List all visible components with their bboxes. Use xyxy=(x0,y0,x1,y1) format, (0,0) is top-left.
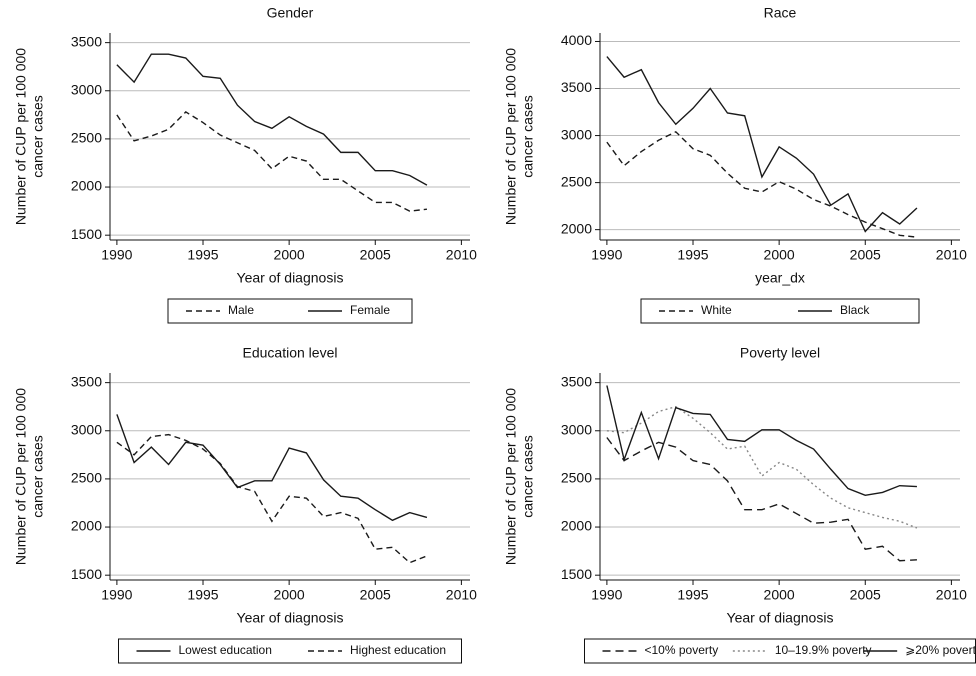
y-axis-label: cancer cases xyxy=(520,435,536,517)
x-tick-label: 2000 xyxy=(764,247,795,263)
chart-title: Race xyxy=(764,5,797,21)
x-tick-label: 2000 xyxy=(274,587,305,603)
panel: Education level 1500 2000 2500 3000 3500 1990 1… xyxy=(13,345,477,664)
y-tick-label: 3000 xyxy=(71,421,102,437)
legend-label: <10% poverty xyxy=(645,643,719,657)
y-tick-label: 3000 xyxy=(561,126,592,142)
legend-label: ⩾20% poverty xyxy=(905,643,976,657)
x-tick-label: 1990 xyxy=(591,587,622,603)
x-axis-label: Year of diagnosis xyxy=(237,270,344,286)
y-tick-label: 2000 xyxy=(561,518,592,534)
series-line xyxy=(606,385,917,496)
chart-title: Education level xyxy=(243,345,338,361)
series-line xyxy=(606,130,918,238)
legend-label: Female xyxy=(350,303,390,317)
series-line xyxy=(606,56,918,233)
x-tick-label: 2005 xyxy=(850,247,881,263)
y-tick-label: 1500 xyxy=(71,226,102,242)
y-tick-label: 2500 xyxy=(561,470,592,486)
y-tick-label: 2000 xyxy=(71,178,102,194)
x-tick-label: 1995 xyxy=(677,587,708,603)
series-line xyxy=(116,433,428,564)
y-tick-label: 2500 xyxy=(71,470,102,486)
x-tick-label: 2010 xyxy=(446,247,477,263)
x-tick-label: 1995 xyxy=(677,247,708,263)
y-axis-label: cancer cases xyxy=(520,95,536,177)
y-tick-label: 1500 xyxy=(71,566,102,582)
x-tick-label: 2005 xyxy=(850,587,881,603)
legend-label: Black xyxy=(840,303,870,317)
y-tick-label: 3500 xyxy=(71,373,102,389)
x-tick-label: 2010 xyxy=(936,247,967,263)
legend-label: Highest education xyxy=(350,643,446,657)
y-axis-label: Number of CUP per 100 000 xyxy=(503,388,519,565)
y-axis-label: Number of CUP per 100 000 xyxy=(13,388,29,565)
chart-title: Poverty level xyxy=(740,345,820,361)
legend-box xyxy=(584,638,976,664)
y-tick-label: 2500 xyxy=(561,173,592,189)
panel: Race 2000 2500 3000 3500 4000 1990 1995 2000 2005… xyxy=(503,5,967,324)
series-line xyxy=(116,111,428,212)
x-tick-label: 1995 xyxy=(187,247,218,263)
panel: Poverty level 1500 2000 2500 3000 3500 1990 199… xyxy=(503,345,976,664)
y-tick-label: 3500 xyxy=(561,373,592,389)
legend-box xyxy=(118,638,462,664)
y-tick-label: 2000 xyxy=(71,518,102,534)
y-tick-label: 1500 xyxy=(561,566,592,582)
x-axis-label: Year of diagnosis xyxy=(727,610,834,626)
x-tick-label: 1990 xyxy=(591,247,622,263)
chart-title: Gender xyxy=(267,5,314,21)
legend-label: Lowest education xyxy=(179,643,272,657)
series-line xyxy=(116,53,428,186)
x-tick-label: 2010 xyxy=(446,587,477,603)
x-axis-label: year_dx xyxy=(755,270,805,286)
y-axis-label: cancer cases xyxy=(30,435,46,517)
x-tick-label: 2000 xyxy=(274,247,305,263)
y-tick-label: 4000 xyxy=(561,32,592,48)
y-tick-label: 3500 xyxy=(561,79,592,95)
y-tick-label: 3500 xyxy=(71,33,102,49)
series-line xyxy=(606,437,917,562)
series-line xyxy=(116,414,428,522)
y-tick-label: 2000 xyxy=(561,220,592,236)
legend-box xyxy=(640,298,920,324)
x-tick-label: 1990 xyxy=(101,247,132,263)
x-tick-label: 2005 xyxy=(360,587,391,603)
panel: Gender 1500 2000 2500 3000 3500 1990 1995 2000 20… xyxy=(13,5,477,324)
x-tick-label: 2005 xyxy=(360,247,391,263)
y-axis-label: cancer cases xyxy=(30,95,46,177)
legend-label: 10–19.9% poverty xyxy=(775,643,872,657)
legend-label: Male xyxy=(228,303,254,317)
x-tick-label: 2010 xyxy=(936,587,967,603)
x-axis-label: Year of diagnosis xyxy=(237,610,344,626)
y-axis-label: Number of CUP per 100 000 xyxy=(13,48,29,225)
y-tick-label: 2500 xyxy=(71,130,102,146)
legend-label: White xyxy=(701,303,732,317)
y-tick-label: 3000 xyxy=(71,81,102,97)
y-tick-label: 3000 xyxy=(561,421,592,437)
y-axis-label: Number of CUP per 100 000 xyxy=(503,48,519,225)
x-tick-label: 2000 xyxy=(764,587,795,603)
x-tick-label: 1990 xyxy=(101,587,132,603)
x-tick-label: 1995 xyxy=(187,587,218,603)
